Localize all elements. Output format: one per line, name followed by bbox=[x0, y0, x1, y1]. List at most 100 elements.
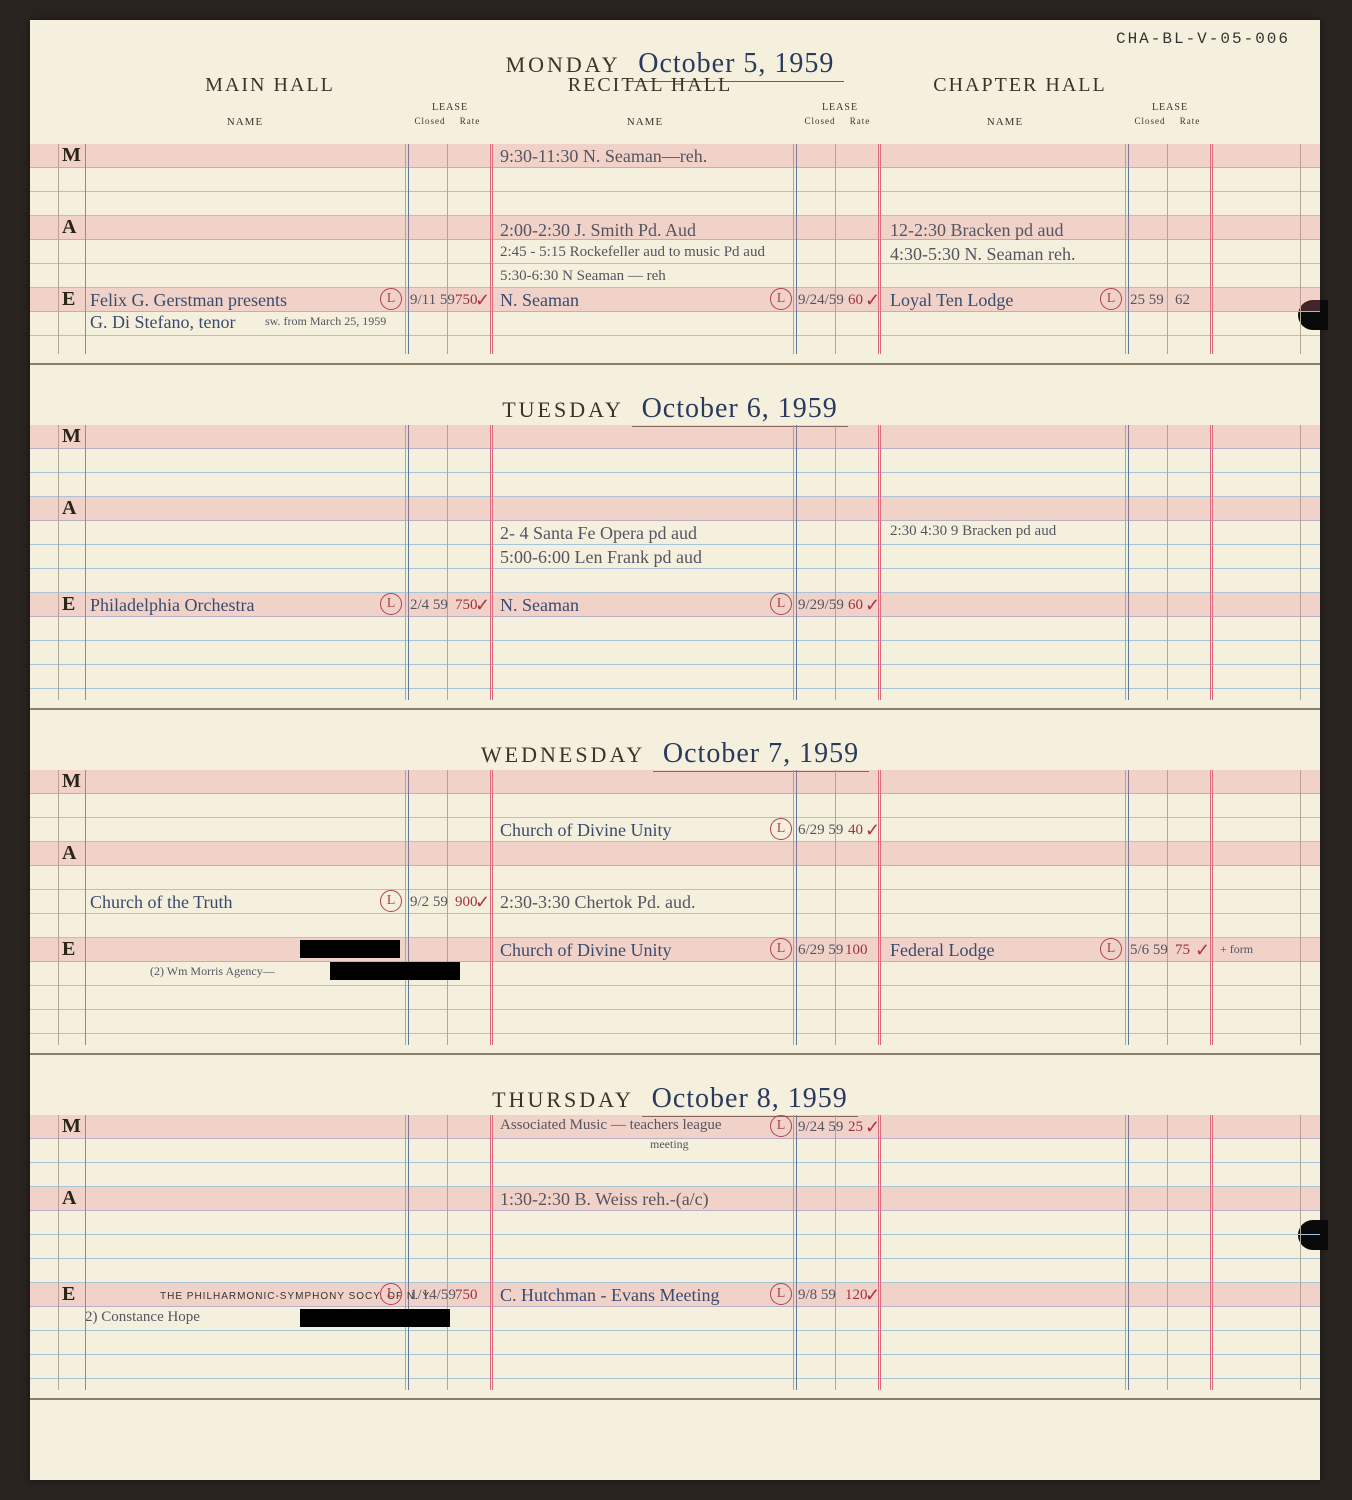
check-mark-icon: ✓ bbox=[865, 820, 880, 841]
vertical-rule bbox=[405, 425, 406, 700]
vertical-rule bbox=[1128, 144, 1129, 354]
vertical-rule bbox=[1300, 425, 1301, 700]
vertical-rule bbox=[793, 425, 794, 700]
vertical-rule bbox=[1125, 1115, 1126, 1390]
vertical-rule bbox=[58, 144, 59, 354]
col-label: LEASE bbox=[1130, 102, 1210, 113]
ledger-entry: 60 bbox=[848, 292, 863, 309]
col-label: NAME bbox=[90, 116, 400, 128]
ledger-entry: C. Hutchman - Evans Meeting bbox=[500, 1285, 719, 1306]
vertical-rule bbox=[1167, 425, 1168, 700]
vertical-rule bbox=[408, 770, 409, 1045]
ledger-entry: Church of the Truth bbox=[90, 892, 233, 913]
redaction-block bbox=[300, 940, 400, 958]
ledger-entry: 2:45 - 5:15 Rockefeller aud to music Pd … bbox=[500, 244, 765, 261]
weekday-label: THURSDAY bbox=[492, 1087, 641, 1112]
col-label: Rate bbox=[1170, 116, 1210, 126]
circled-mark: L bbox=[1100, 288, 1122, 310]
col-label: Closed bbox=[1130, 116, 1170, 126]
ledger-page: CHA-BL-V-05-006 MONDAY October 5, 1959MA… bbox=[30, 20, 1320, 1480]
timeslot-label-a: A bbox=[62, 1187, 76, 1210]
ledger-entry: 4:30-5:30 N. Seaman reh. bbox=[890, 244, 1075, 265]
vertical-rule bbox=[447, 1115, 448, 1390]
ledger-entry: Philadelphia Orchestra bbox=[90, 595, 254, 616]
vertical-rule bbox=[408, 1115, 409, 1390]
ledger-entry: 5/6 59 bbox=[1130, 942, 1168, 959]
vertical-rule bbox=[405, 1115, 406, 1390]
ledger-entry: Church of Divine Unity bbox=[500, 940, 671, 961]
ledger-entry: N. Seaman bbox=[500, 595, 579, 616]
col-label: Rate bbox=[450, 116, 490, 126]
check-mark-icon: ✓ bbox=[475, 290, 490, 311]
ledger-entry: 2:00-2:30 J. Smith Pd. Aud bbox=[500, 220, 696, 241]
ledger-entry: sw. from March 25, 1959 bbox=[265, 314, 386, 329]
date-label: October 6, 1959 bbox=[632, 393, 848, 427]
ledger-entry: 9/29/59 bbox=[798, 597, 844, 614]
day-block: THURSDAY October 8, 1959MAEAssociated Mu… bbox=[30, 1055, 1320, 1400]
vertical-rule bbox=[1167, 770, 1168, 1045]
circled-mark: L bbox=[380, 1283, 402, 1305]
ledger-entry: Associated Music — teachers league bbox=[500, 1117, 722, 1134]
ledger-entry: G. Di Stefano, tenor bbox=[90, 312, 235, 333]
vertical-rule bbox=[490, 1115, 491, 1390]
date-label: October 8, 1959 bbox=[642, 1083, 858, 1117]
circled-mark: L bbox=[770, 1115, 792, 1137]
timeslot-label-a: A bbox=[62, 497, 76, 520]
ledger-entry: 1/14/59 bbox=[410, 1287, 456, 1304]
hall-title-main: MAIN HALL bbox=[130, 74, 410, 97]
circled-mark: L bbox=[770, 593, 792, 615]
weekday-label: WEDNESDAY bbox=[481, 742, 653, 767]
ledger-entry: 1:30-2:30 B. Weiss reh.-(a/c) bbox=[500, 1189, 709, 1210]
vertical-rule bbox=[1167, 1115, 1168, 1390]
ledger-entry: 12-2:30 Bracken pd aud bbox=[890, 220, 1063, 241]
ledger-entry: 9/24/59 bbox=[798, 292, 844, 309]
day-grid: MAE2- 4 Santa Fe Opera pd aud5:00-6:00 L… bbox=[30, 425, 1320, 700]
vertical-rule bbox=[405, 144, 406, 354]
vertical-rule bbox=[490, 425, 491, 700]
hall-title-chapter: CHAPTER HALL bbox=[880, 74, 1160, 97]
day-block: WEDNESDAY October 7, 1959MAEChurch of Di… bbox=[30, 710, 1320, 1055]
vertical-rule bbox=[835, 1115, 836, 1390]
vertical-rule bbox=[878, 425, 879, 700]
date-label: October 7, 1959 bbox=[653, 738, 869, 772]
ledger-entry: 9/24 59 bbox=[798, 1119, 843, 1136]
day-header: WEDNESDAY October 7, 1959 bbox=[30, 710, 1320, 770]
ledger-entry: 9:30-11:30 N. Seaman—reh. bbox=[500, 146, 707, 167]
vertical-rule bbox=[835, 144, 836, 354]
ledger-entry: Loyal Ten Lodge bbox=[890, 290, 1013, 311]
ledger-entry: 2:30 4:30 9 Bracken pd aud bbox=[890, 523, 1056, 540]
vertical-rule bbox=[793, 144, 794, 354]
vertical-rule bbox=[1210, 425, 1211, 700]
ledger-entry: 5:00-6:00 Len Frank pd aud bbox=[500, 547, 702, 568]
circled-mark: L bbox=[770, 1283, 792, 1305]
ledger-entry: N. Seaman bbox=[500, 290, 579, 311]
circled-mark: L bbox=[770, 818, 792, 840]
vertical-rule bbox=[1128, 1115, 1129, 1390]
vertical-rule bbox=[1300, 1115, 1301, 1390]
ledger-entry: meeting bbox=[650, 1137, 689, 1152]
ledger-entry: 100 bbox=[845, 942, 868, 959]
day-grid: MAE9:30-11:30 N. Seaman—reh.2:00-2:30 J.… bbox=[30, 144, 1320, 354]
day-grid: MAEChurch of Divine Unity6/29 59402:30-3… bbox=[30, 770, 1320, 1045]
check-mark-icon: ✓ bbox=[865, 595, 880, 616]
vertical-rule bbox=[1167, 144, 1168, 354]
vertical-rule bbox=[85, 1115, 86, 1390]
ledger-entry: Church of Divine Unity bbox=[500, 820, 671, 841]
ledger-entry: 2/4 59 bbox=[410, 597, 448, 614]
ledger-entry: 62 bbox=[1175, 292, 1190, 309]
check-mark-icon: ✓ bbox=[1195, 940, 1210, 961]
check-mark-icon: ✓ bbox=[865, 1285, 880, 1306]
ledger-entry: (2) Wm Morris Agency— bbox=[150, 964, 275, 979]
timeslot-label-e: E bbox=[62, 1283, 75, 1306]
circled-mark: L bbox=[380, 593, 402, 615]
check-mark-icon: ✓ bbox=[865, 1117, 880, 1138]
section-divider-stripe bbox=[30, 497, 1320, 521]
timeslot-label-e: E bbox=[62, 593, 75, 616]
check-mark-icon: ✓ bbox=[475, 595, 490, 616]
vertical-rule bbox=[1210, 770, 1211, 1045]
vertical-rule bbox=[1128, 425, 1129, 700]
days-container: MONDAY October 5, 1959MAIN HALLRECITAL H… bbox=[30, 20, 1320, 1400]
vertical-rule bbox=[1125, 425, 1126, 700]
weekday-label: TUESDAY bbox=[502, 397, 631, 422]
check-mark-icon: ✓ bbox=[865, 290, 880, 311]
